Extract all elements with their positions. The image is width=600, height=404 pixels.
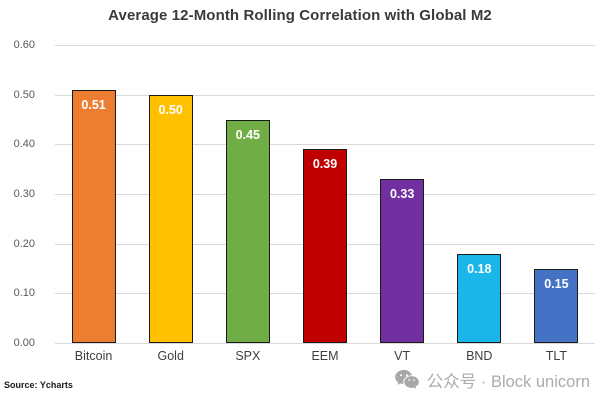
bar-value-label: 0.18 (467, 261, 492, 276)
gridline-0.60 (55, 45, 595, 46)
bar-gold: 0.50 (148, 94, 193, 343)
wechat-icon (394, 369, 420, 391)
bar-value-label: 0.15 (544, 276, 569, 291)
bar-value-label: 0.39 (312, 157, 338, 172)
y-tick-label: 0.10 (13, 287, 35, 300)
bar-bnd: 0.18 (457, 253, 502, 343)
y-tick-label: 0.30 (13, 188, 35, 200)
y-tick-label: 0.40 (13, 138, 35, 151)
chart-title: Average 12-Month Rolling Correlation wit… (108, 7, 492, 24)
gridline-0.00 (55, 343, 595, 344)
bar-column-spx: 0.45 (225, 45, 270, 343)
gridline-0.40 (55, 144, 595, 146)
bar-column-bnd: 0.18 (457, 45, 502, 343)
x-axis-labels: Bitcoin Gold SPX EEM VT BND TLT (55, 349, 595, 363)
y-tick-label: 0.50 (13, 88, 35, 101)
bar-tlt: 0.15 (534, 268, 579, 343)
bar-vt: 0.33 (380, 179, 425, 343)
bar-column-eem: 0.39 (302, 45, 347, 343)
x-label-vt: VT (394, 349, 411, 363)
bar-bitcoin: 0.51 (71, 89, 116, 343)
x-label-bitcoin: Bitcoin (74, 349, 113, 363)
x-label-gold: Gold (157, 349, 184, 363)
bar-spx: 0.45 (225, 119, 270, 343)
bar-value-label: 0.51 (81, 97, 106, 112)
gridline-0.50 (55, 94, 595, 96)
bar-value-label: 0.33 (389, 187, 415, 202)
bar-value-label: 0.50 (158, 102, 183, 117)
y-tick-label: 0.20 (13, 237, 35, 250)
bar-eem: 0.39 (302, 149, 347, 343)
plot-area: 0.60 0.50 0.40 0.30 0.20 0.10 0.00 0.51 0.50 0.4… (14, 39, 595, 349)
x-label-spx: SPX (235, 349, 261, 363)
bar-column-bitcoin: 0.51 (71, 45, 116, 343)
bars-row: 0.51 0.50 0.45 0.39 0.33 0.18 0.15 (55, 45, 595, 343)
bar-column-gold: 0.50 (148, 45, 193, 343)
y-tick-label: 0.60 (13, 39, 35, 51)
x-label-bnd: BND (466, 349, 493, 363)
watermark: 公众号 · Block unicorn (394, 368, 590, 392)
watermark-text: 公众号 · Block unicorn (426, 373, 590, 391)
bar-column-vt: 0.33 (380, 45, 425, 343)
x-label-tlt: TLT (545, 349, 568, 363)
bar-column-tlt: 0.15 (534, 45, 579, 343)
bar-value-label: 0.45 (235, 127, 261, 142)
y-tick-label: 0.00 (13, 337, 35, 349)
source-note: Source: Ycharts (4, 380, 73, 390)
x-label-eem: EEM (311, 349, 339, 363)
